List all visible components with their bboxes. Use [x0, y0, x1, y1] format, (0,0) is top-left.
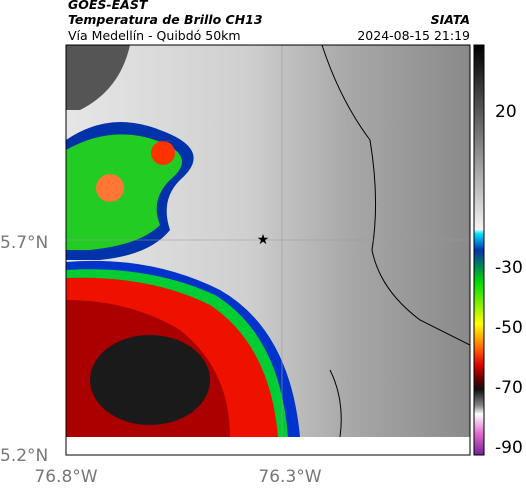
lat-label: 5.7°N: [0, 233, 48, 253]
colorbar-tick: -90: [495, 438, 523, 458]
lat-label: 5.2°N: [0, 446, 48, 466]
lon-label: 76.3°W: [258, 467, 321, 487]
datetime: 2024-08-15 21:19: [357, 28, 470, 43]
agency: SIATA: [431, 12, 470, 27]
lon-label: 76.8°W: [34, 467, 97, 487]
source: GOES-EAST: [68, 0, 149, 12]
map-frame: [65, 44, 471, 456]
svg-text:★: ★: [257, 232, 270, 248]
colorbar-tick: -70: [495, 378, 523, 398]
colorbar-tick: 20: [495, 102, 517, 122]
product: Temperatura de Brillo CH13: [68, 12, 263, 27]
colorbar-tick: -50: [495, 318, 523, 338]
colorbar: [473, 44, 485, 456]
map-image: ★: [66, 45, 470, 437]
colorbar-tick: -30: [495, 258, 523, 278]
location: Vía Medellín - Quibdó 50km: [68, 28, 241, 43]
